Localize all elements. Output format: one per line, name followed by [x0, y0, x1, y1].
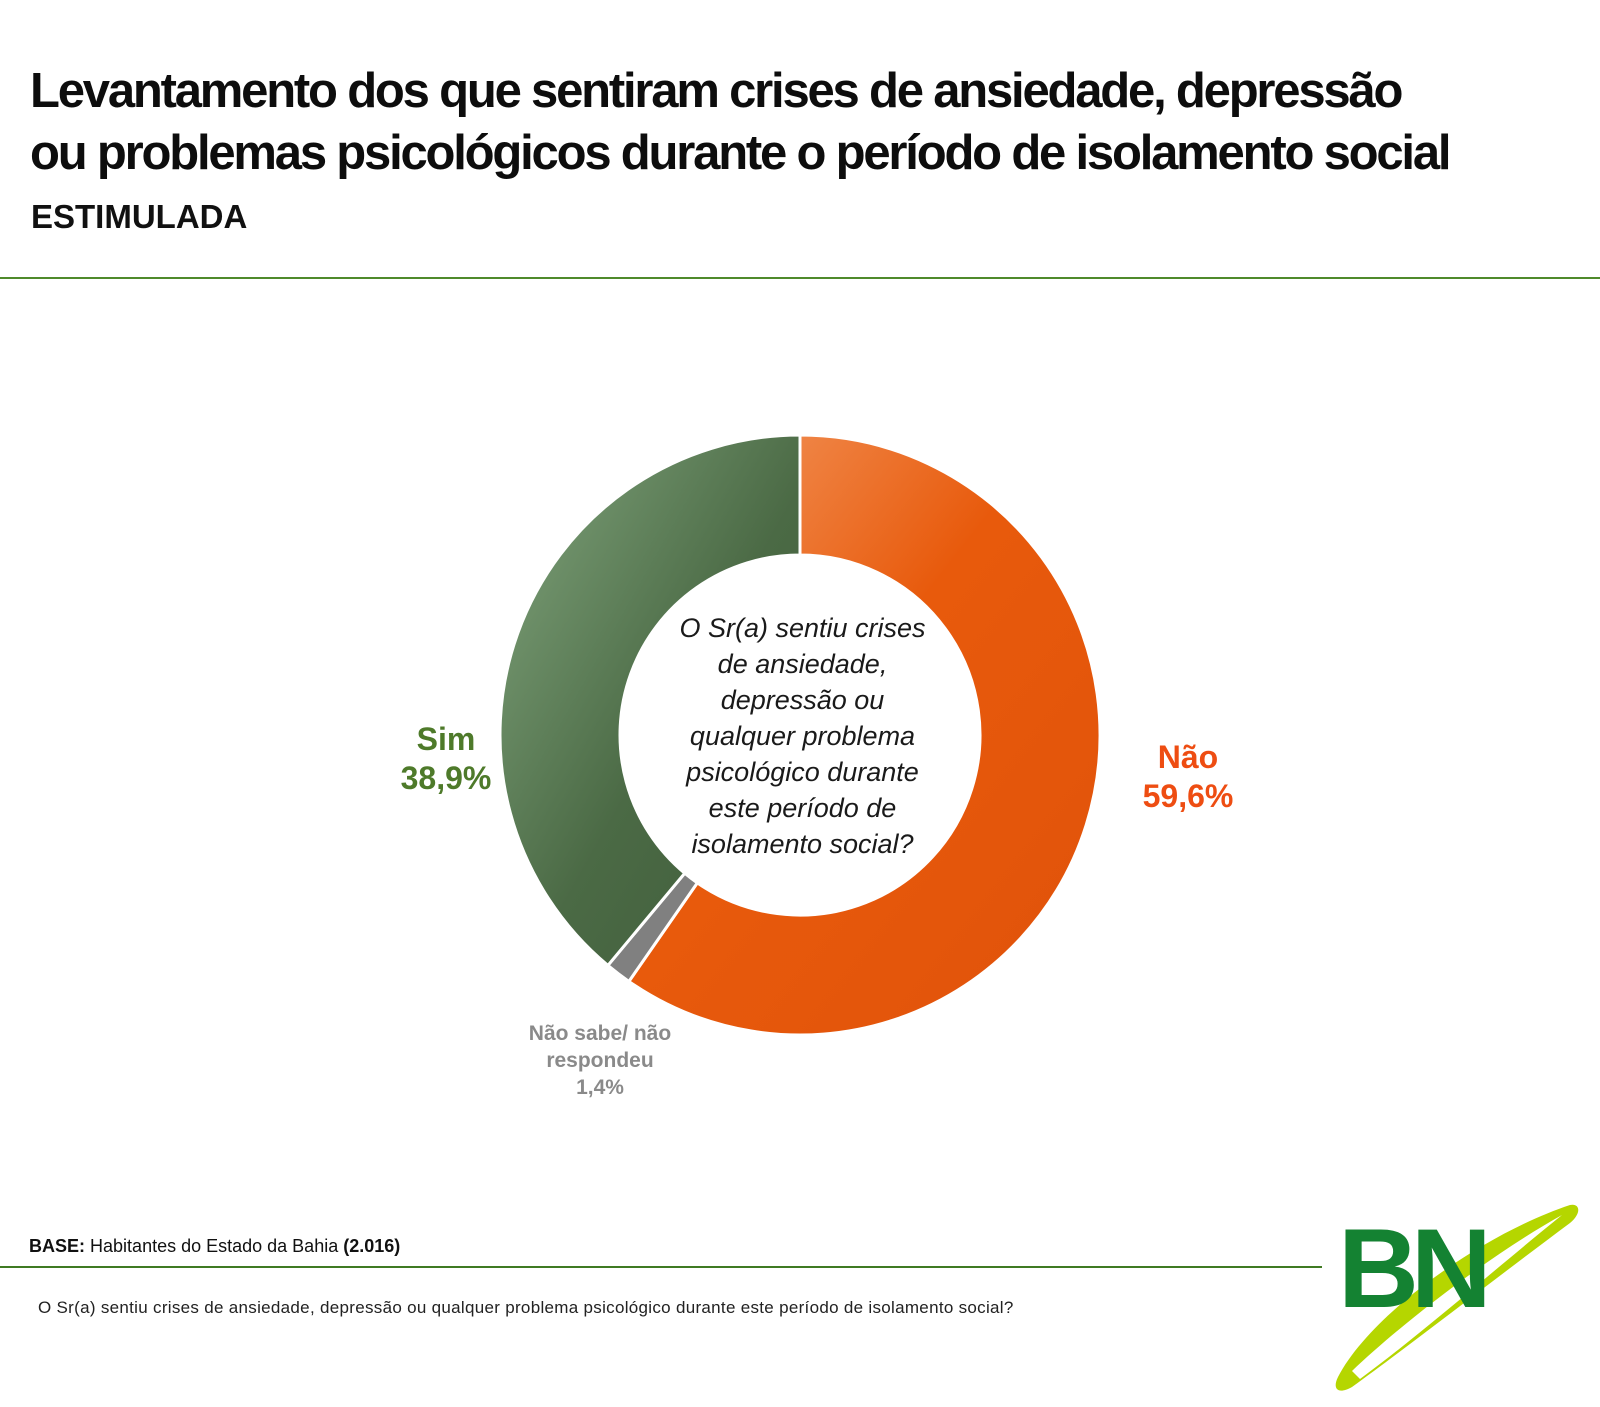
- chart-title-line-2: ou problemas psicológicos durante o perí…: [30, 126, 1452, 180]
- slice-label-nao-sabe-name-2: respondeu: [546, 1049, 654, 1072]
- donut-center-question: O Sr(a) sentiu crises de ansiedade, depr…: [620, 610, 985, 862]
- logo-text: BN: [1338, 1206, 1485, 1331]
- center-line: isolamento social?: [691, 829, 914, 859]
- center-line: O Sr(a) sentiu crises: [679, 613, 926, 643]
- slice-label-nao-sabe-value: 1,4%: [576, 1076, 624, 1099]
- slice-label-sim-name: Sim: [416, 721, 476, 757]
- slice-label-sim-value: 38,9%: [400, 760, 492, 796]
- center-line: qualquer problema: [689, 721, 916, 751]
- slice-label-nao-sabe-name-1: Não sabe/ não: [528, 1022, 672, 1045]
- slice-label-nao-name: Não: [1157, 739, 1219, 775]
- center-line: depressão ou: [720, 685, 885, 715]
- footer-question: O Sr(a) sentiu crises de ansiedade, depr…: [38, 1298, 1014, 1317]
- chart-title: Levantamento dos que sentiram crises de …: [30, 60, 1570, 184]
- chart-title-line-1: Levantamento dos que sentiram crises de …: [30, 64, 1403, 118]
- bn-logo: BN: [1335, 1204, 1579, 1391]
- base-note: BASE: Habitantes do Estado da Bahia (2.0…: [29, 1236, 400, 1257]
- slice-nao: [626, 433, 1102, 1037]
- footer-divider: [0, 1266, 1322, 1268]
- slice-label-sim: Sim 38,9%: [385, 720, 507, 798]
- header-divider: [0, 277, 1600, 279]
- center-line: psicológico durante: [686, 757, 919, 787]
- chart-subtitle: ESTIMULADA: [31, 198, 248, 235]
- logo-swoosh: [1335, 1204, 1579, 1391]
- center-line: este período de: [708, 793, 897, 823]
- slice-label-nao-sabe: Não sabe/ não respondeu 1,4%: [500, 1020, 700, 1101]
- base-count: (2.016): [343, 1236, 401, 1256]
- slice-sim: [498, 433, 802, 968]
- base-text: Habitantes do Estado da Bahia: [90, 1236, 339, 1256]
- slice-label-nao: Não 59,6%: [1118, 738, 1258, 816]
- donut-slices: [498, 433, 1102, 1037]
- center-line: de ansiedade,: [717, 649, 888, 679]
- base-label: BASE:: [29, 1236, 86, 1256]
- slice-label-nao-value: 59,6%: [1142, 778, 1234, 814]
